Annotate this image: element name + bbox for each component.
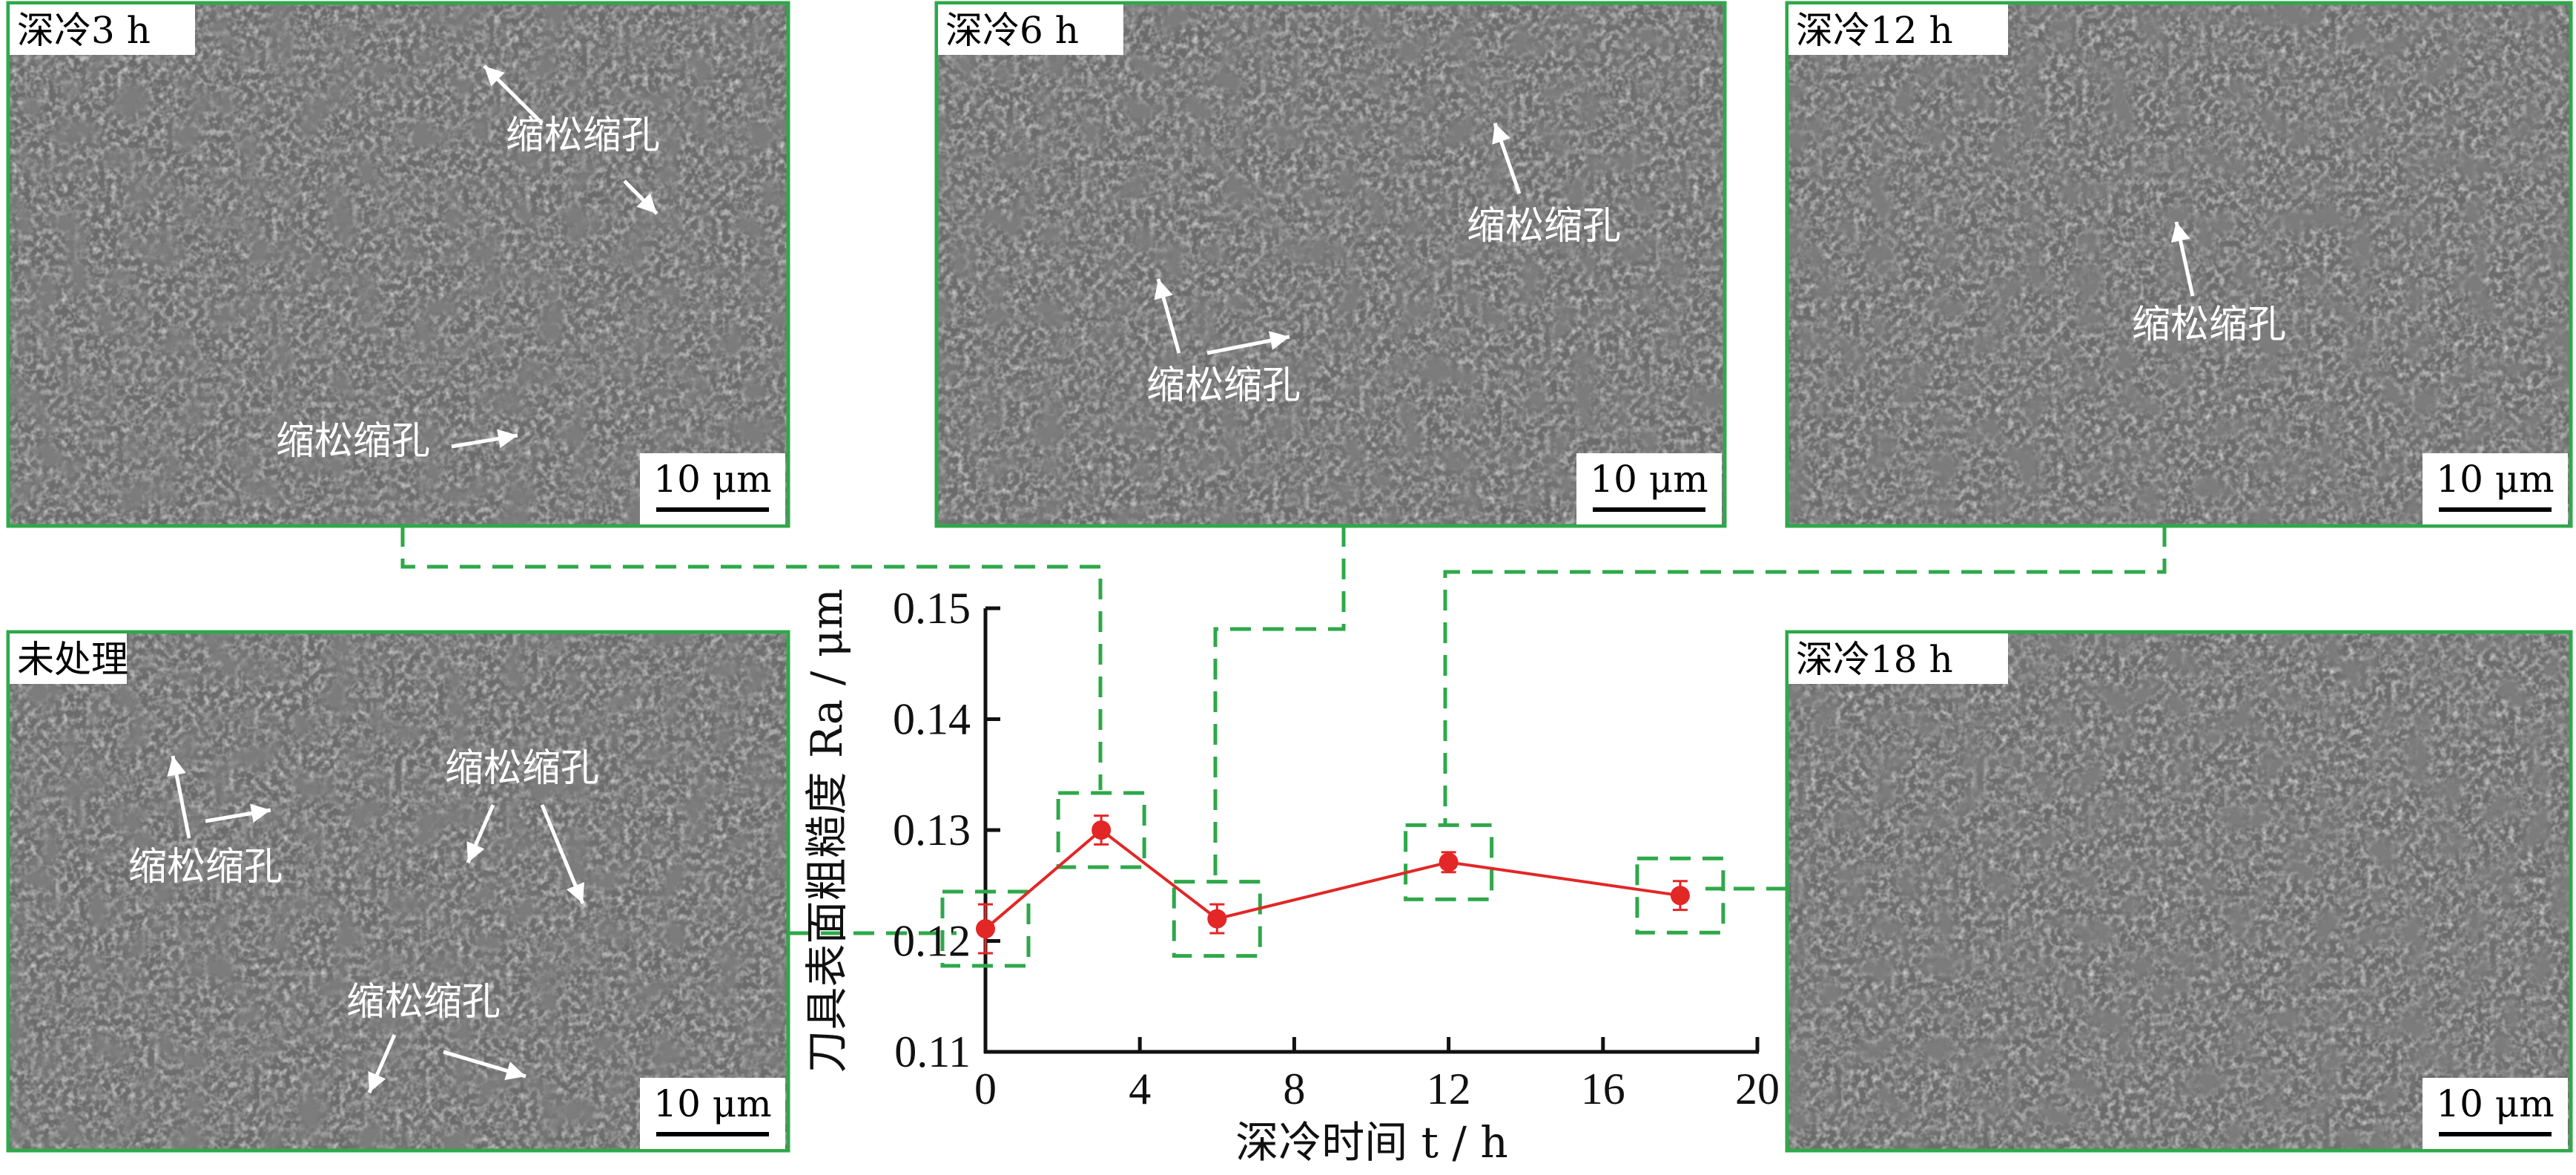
defect-annotation: 缩松缩孔 bbox=[276, 419, 518, 464]
x-tick-label: 4 bbox=[1129, 1064, 1151, 1113]
defect-annotation: 缩松缩孔 bbox=[483, 65, 660, 215]
svg-text:缩松缩孔: 缩松缩孔 bbox=[1146, 363, 1301, 408]
point-marker bbox=[1092, 820, 1112, 840]
highlight-box bbox=[1056, 791, 1146, 869]
defect-annotation: 缩松缩孔 bbox=[1146, 278, 1301, 408]
series-line bbox=[984, 828, 1681, 930]
x-axis-label: 深冷时间 t / h bbox=[1235, 1117, 1508, 1168]
panel-label: 未处理 bbox=[17, 638, 128, 681]
defect-annotation: 缩松缩孔 bbox=[346, 980, 526, 1093]
point-marker bbox=[1207, 909, 1227, 929]
x-tick-label: 20 bbox=[1735, 1064, 1780, 1113]
svg-text:10 μm: 10 μm bbox=[653, 458, 771, 501]
point-marker bbox=[1439, 852, 1459, 872]
scale-bar: 10 μm bbox=[2423, 453, 2568, 524]
svg-text:缩松缩孔: 缩松缩孔 bbox=[1467, 204, 1621, 249]
data-point bbox=[1670, 880, 1690, 912]
highlight-box bbox=[1172, 880, 1262, 958]
defect-annotation: 缩松缩孔 bbox=[128, 755, 283, 889]
svg-text:缩松缩孔: 缩松缩孔 bbox=[506, 113, 660, 158]
x-tick-label: 8 bbox=[1283, 1064, 1305, 1113]
scale-bar: 10 μm bbox=[1576, 453, 1722, 524]
data-point bbox=[976, 903, 995, 955]
panel-label: 深冷3 h bbox=[17, 9, 151, 52]
sem-image-h12: 深冷12 h 10 μm 缩松缩孔 bbox=[1785, 1, 2573, 528]
svg-text:缩松缩孔: 缩松缩孔 bbox=[128, 845, 283, 889]
sem-image-h18: 深冷18 h 10 μm bbox=[1785, 630, 2573, 1153]
connector-lines bbox=[400, 526, 2167, 935]
svg-text:缩松缩孔: 缩松缩孔 bbox=[346, 980, 501, 1024]
x-tick-label: 16 bbox=[1581, 1064, 1625, 1113]
panel-label: 深冷18 h bbox=[1796, 638, 1953, 681]
svg-text:10 μm: 10 μm bbox=[2436, 458, 2554, 501]
svg-text:缩松缩孔: 缩松缩孔 bbox=[445, 746, 599, 791]
point-marker bbox=[976, 919, 995, 939]
scale-bar: 10 μm bbox=[2423, 1078, 2568, 1149]
highlight-box bbox=[1635, 856, 1725, 935]
svg-text:10 μm: 10 μm bbox=[2436, 1082, 2554, 1125]
panel-label: 深冷6 h bbox=[945, 9, 1079, 52]
svg-text:缩松缩孔: 缩松缩孔 bbox=[276, 419, 430, 464]
y-tick-label: 0.14 bbox=[893, 695, 971, 744]
highlight-box bbox=[940, 889, 1031, 968]
scale-bar: 10 μm bbox=[640, 1078, 785, 1149]
highlight-box bbox=[1404, 823, 1494, 901]
x-tick-label: 0 bbox=[974, 1064, 997, 1113]
y-axis-label: 刀具表面粗糙度 Ra / μm bbox=[802, 588, 852, 1073]
scale-bar: 10 μm bbox=[640, 453, 785, 524]
x-tick-label: 12 bbox=[1427, 1064, 1471, 1113]
defect-annotation: 缩松缩孔 bbox=[1467, 122, 1621, 249]
panel-label: 深冷12 h bbox=[1796, 9, 1953, 52]
point-marker bbox=[1670, 886, 1690, 906]
y-tick-label: 0.11 bbox=[894, 1027, 971, 1076]
y-tick-label: 0.15 bbox=[893, 584, 971, 633]
defect-annotation: 缩松缩孔 bbox=[445, 746, 599, 904]
y-tick-label: 0.12 bbox=[893, 917, 971, 966]
svg-text:缩松缩孔: 缩松缩孔 bbox=[2132, 303, 2286, 347]
defect-annotation: 缩松缩孔 bbox=[2132, 221, 2286, 347]
roughness-chart: 0 4 8 12 16 20 0.11 0.12 0.13 0.14 0.15 深冷时间 t / h… bbox=[802, 584, 1780, 1168]
data-point bbox=[1092, 814, 1112, 846]
data-point bbox=[1207, 903, 1227, 935]
svg-text:10 μm: 10 μm bbox=[1590, 458, 1708, 501]
svg-text:10 μm: 10 μm bbox=[653, 1082, 771, 1125]
y-tick-label: 0.13 bbox=[893, 806, 971, 855]
data-point bbox=[1439, 851, 1459, 874]
